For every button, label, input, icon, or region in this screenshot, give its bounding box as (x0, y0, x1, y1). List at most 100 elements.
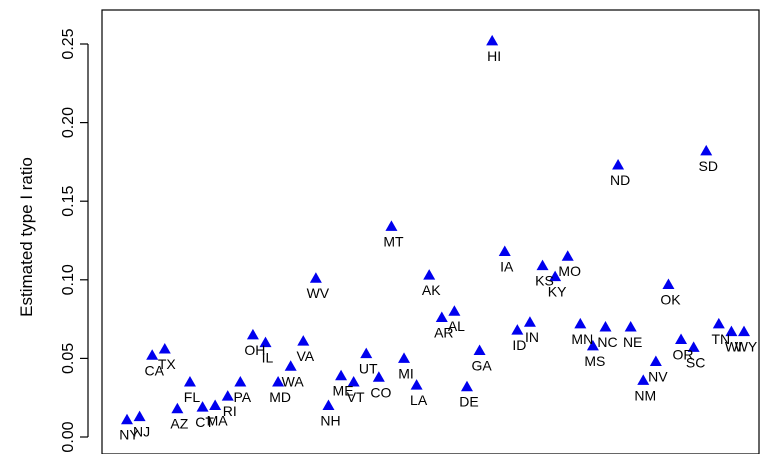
data-point-de (460, 380, 473, 392)
data-label-me: ME (333, 383, 354, 399)
data-point-ca (146, 349, 159, 360)
data-label-ia: IA (500, 259, 514, 275)
data-label-nv: NV (648, 369, 668, 385)
data-point-ok (662, 278, 675, 290)
data-point-ar (435, 311, 448, 323)
data-point-wi (725, 325, 738, 337)
data-point-or (675, 333, 688, 345)
data-point-al (448, 305, 461, 316)
data-point-ia (498, 245, 511, 257)
data-point-mn (574, 317, 587, 329)
y-axis: 0.00 0.05 0.10 0.15 0.20 0.25 (60, 28, 89, 453)
y-tick-label: 0.25 (60, 28, 77, 59)
data-point-wa (284, 360, 297, 371)
data-point-mo (561, 250, 574, 261)
data-label-ms: MS (584, 353, 605, 369)
data-point-mt (385, 220, 398, 231)
data-point-ks (536, 259, 549, 271)
data-label-wi: WI (725, 339, 742, 355)
data-label-al: AL (448, 318, 465, 334)
data-label-in: IN (525, 329, 539, 345)
data-point-ms (586, 339, 599, 351)
data-label-or: OR (673, 347, 694, 363)
data-label-id: ID (512, 337, 526, 353)
data-point-mi (398, 352, 411, 363)
data-point-nc (599, 320, 612, 332)
data-label-nh: NH (320, 413, 340, 429)
data-label-ne: NE (623, 334, 642, 350)
data-point-nh (322, 399, 335, 411)
data-point-ky (549, 270, 562, 282)
data-label-ga: GA (471, 358, 492, 374)
plot-frame (101, 9, 760, 454)
data-label-la: LA (410, 392, 428, 408)
y-tick-label: 0.20 (60, 107, 77, 138)
data-point-id (511, 324, 524, 335)
data-point-md (272, 375, 285, 387)
y-tick-label: 0.05 (60, 343, 77, 374)
data-point-co (372, 371, 385, 382)
data-label-md: MD (269, 389, 291, 405)
data-label-sc: SC (686, 354, 705, 370)
data-label-ma: MA (207, 413, 229, 429)
data-label-ri: RI (223, 403, 237, 419)
data-point-nm (637, 374, 650, 385)
data-label-tx: TX (158, 356, 177, 372)
data-label-az: AZ (170, 416, 188, 432)
data-label-fl: FL (184, 389, 201, 405)
data-point-vt (347, 375, 360, 387)
data-label-mi: MI (398, 365, 414, 381)
data-label-wa: WA (282, 373, 305, 389)
data-points (121, 34, 750, 425)
data-label-wv: WV (307, 285, 330, 301)
data-point-sc (687, 341, 700, 352)
data-label-hi: HI (487, 48, 501, 64)
data-label-ar: AR (434, 325, 453, 341)
data-label-co: CO (370, 384, 391, 400)
data-point-va (297, 335, 310, 346)
data-label-ks: KS (535, 273, 554, 289)
data-point-oh (246, 328, 259, 340)
y-tick-label: 0.10 (60, 264, 77, 295)
data-label-oh: OH (244, 342, 265, 358)
data-point-fl (183, 375, 196, 387)
data-point-tx (158, 342, 171, 354)
y-tick-label: 0.15 (60, 186, 77, 217)
data-label-nd: ND (610, 172, 630, 188)
data-label-ut: UT (359, 361, 378, 377)
data-label-ny: NY (119, 427, 139, 443)
data-point-in (523, 316, 536, 327)
data-label-pa: PA (234, 389, 252, 405)
data-label-va: VA (296, 348, 314, 364)
data-point-ma (209, 399, 222, 411)
data-point-tn (712, 317, 725, 329)
data-label-ct: CT (195, 414, 214, 430)
data-label-mn: MN (571, 331, 593, 347)
y-axis-title: Estimated type I ratio (17, 157, 36, 317)
data-label-nm: NM (634, 387, 656, 403)
data-label-il: IL (262, 350, 274, 366)
data-point-il (259, 336, 272, 348)
data-point-ri (221, 390, 234, 401)
data-point-la (410, 379, 423, 390)
data-point-ne (624, 320, 637, 332)
data-point-nv (649, 355, 662, 367)
data-label-wy: WY (735, 339, 758, 355)
data-label-ca: CA (144, 362, 164, 378)
data-point-ut (360, 347, 373, 359)
data-label-ak: AK (422, 282, 441, 298)
data-point-wv (309, 272, 322, 283)
data-point-pa (234, 375, 247, 387)
data-point-nj (133, 410, 146, 422)
data-point-ny (121, 413, 133, 425)
data-point-az (171, 402, 184, 414)
data-label-mt: MT (383, 233, 404, 249)
data-label-nj: NJ (133, 424, 150, 440)
data-point-ga (473, 344, 486, 356)
data-label-vt: VT (347, 389, 365, 405)
data-label-de: DE (459, 394, 478, 410)
data-label-nc: NC (597, 334, 617, 350)
data-label-tn: TN (711, 331, 730, 347)
data-point-me (335, 369, 348, 381)
